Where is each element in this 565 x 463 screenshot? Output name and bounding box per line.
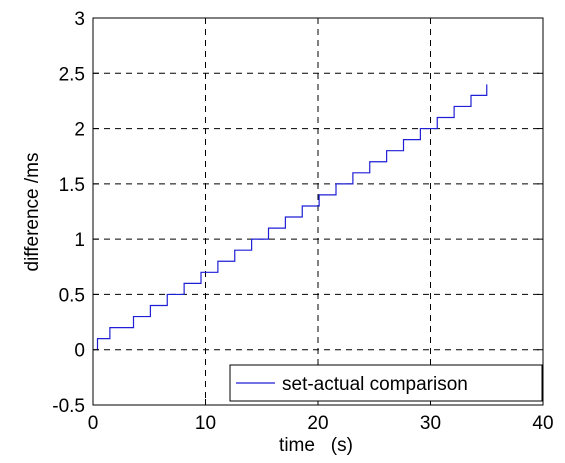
y-axis-label: difference /ms [22,153,43,272]
y-tick-label: 0 [74,341,85,362]
y-tick-label: 1 [74,230,85,251]
y-tick-label: 0.5 [59,285,85,306]
legend-label: set-actual comparison [282,374,468,395]
x-tick-label: 40 [532,413,553,434]
y-tick-label: -0.5 [52,396,85,417]
x-tick-label: 0 [88,413,99,434]
y-tick-label: 2 [74,120,85,141]
x-tick-label: 30 [420,413,441,434]
x-tick-label: 10 [195,413,216,434]
y-tick-label: 3 [74,9,85,30]
legend-box [229,364,543,402]
series-layer [96,84,488,350]
x-tick-label: 20 [307,413,328,434]
legend: set-actual comparison [229,364,543,402]
grid-layer [93,18,543,405]
y-tick-label: 1.5 [59,175,85,196]
y-tick-label: 2.5 [59,64,85,85]
x-axis-label: time (s) [279,435,353,456]
axes-layer: 0 10 20 30 40-0.500.511.522.53 [52,9,553,434]
series-line [96,84,488,350]
